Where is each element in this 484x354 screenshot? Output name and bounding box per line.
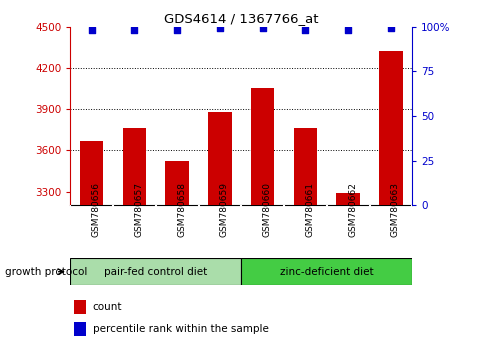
Text: GSM780661: GSM780661 — [305, 182, 314, 237]
Point — [173, 27, 181, 33]
Bar — [336, 193, 359, 205]
Text: growth protocol: growth protocol — [5, 267, 87, 277]
Bar — [74, 300, 86, 314]
Point — [215, 25, 223, 31]
Point — [344, 27, 351, 33]
Text: GSM780663: GSM780663 — [390, 182, 399, 237]
Bar — [122, 128, 146, 205]
Point — [386, 25, 394, 31]
Bar — [293, 128, 317, 205]
Text: count: count — [92, 302, 122, 312]
Text: GSM780659: GSM780659 — [219, 182, 228, 237]
Text: GSM780657: GSM780657 — [134, 182, 143, 237]
Bar — [250, 88, 274, 205]
Bar — [208, 112, 231, 205]
Text: zinc-deficient diet: zinc-deficient diet — [279, 267, 373, 277]
Point — [88, 27, 95, 33]
Bar — [241, 258, 411, 285]
Text: GSM780658: GSM780658 — [177, 182, 186, 237]
Point — [258, 25, 266, 31]
Text: GSM780656: GSM780656 — [91, 182, 101, 237]
Bar — [80, 141, 103, 205]
Text: pair-fed control diet: pair-fed control diet — [104, 267, 207, 277]
Bar — [74, 322, 86, 336]
Title: GDS4614 / 1367766_at: GDS4614 / 1367766_at — [164, 12, 318, 25]
Bar — [378, 51, 402, 205]
Point — [130, 27, 138, 33]
Bar — [70, 258, 241, 285]
Text: percentile rank within the sample: percentile rank within the sample — [92, 324, 268, 334]
Point — [301, 27, 309, 33]
Bar — [165, 161, 189, 205]
Text: GSM780660: GSM780660 — [262, 182, 271, 237]
Text: GSM780662: GSM780662 — [348, 182, 356, 237]
